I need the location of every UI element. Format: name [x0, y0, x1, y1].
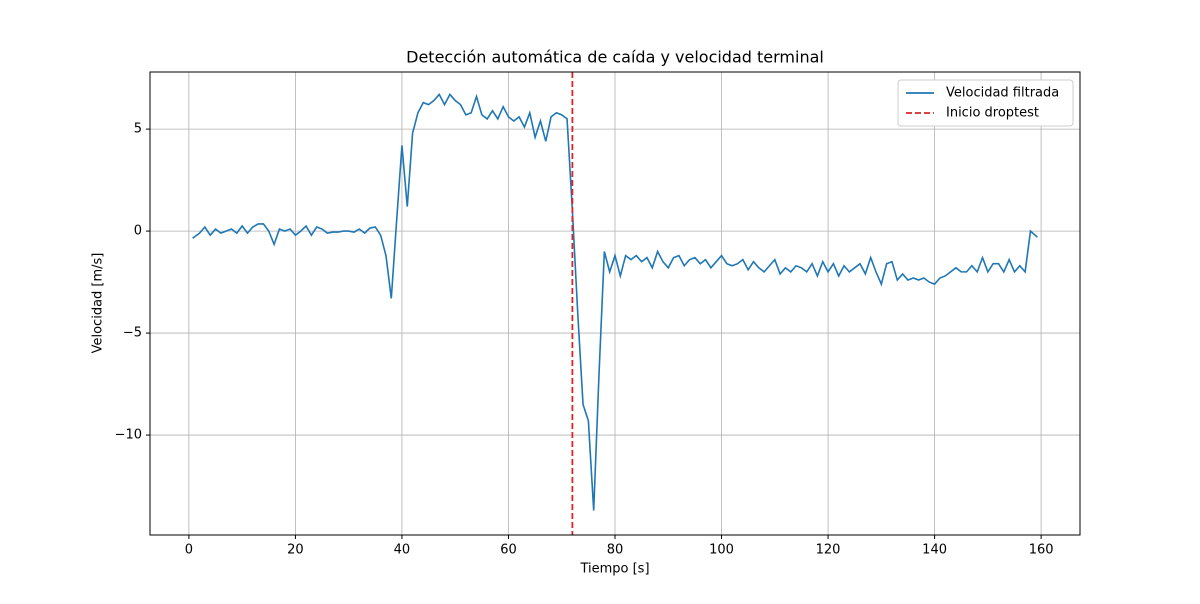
x-tick-label: 160: [1029, 543, 1054, 558]
x-tick-label: 120: [816, 543, 841, 558]
x-axis-label: Tiempo [s]: [579, 562, 649, 577]
plot-frame: [149, 71, 1081, 536]
legend-label: Velocidad filtrada: [946, 86, 1059, 101]
x-tick-label: 0: [185, 543, 193, 558]
chart-title: Detección automática de caída y velocida…: [406, 48, 824, 67]
y-tick-label: 5: [134, 122, 142, 137]
x-tick-label: 80: [607, 543, 624, 558]
x-tick-label: 140: [922, 543, 947, 558]
data-line: [192, 93, 1038, 511]
y-tick-label: −10: [115, 428, 142, 443]
legend-box: [897, 79, 1074, 127]
legend-label: Inicio droptest: [946, 106, 1039, 121]
y-tick-label: 0: [134, 224, 142, 239]
x-tick-label: 40: [394, 543, 411, 558]
x-tick-label: 100: [709, 543, 734, 558]
y-tick-label: −5: [123, 326, 142, 341]
x-tick-label: 20: [287, 543, 304, 558]
y-axis-label: Velocidad [m/s]: [91, 253, 106, 354]
x-tick-label: 60: [500, 543, 517, 558]
